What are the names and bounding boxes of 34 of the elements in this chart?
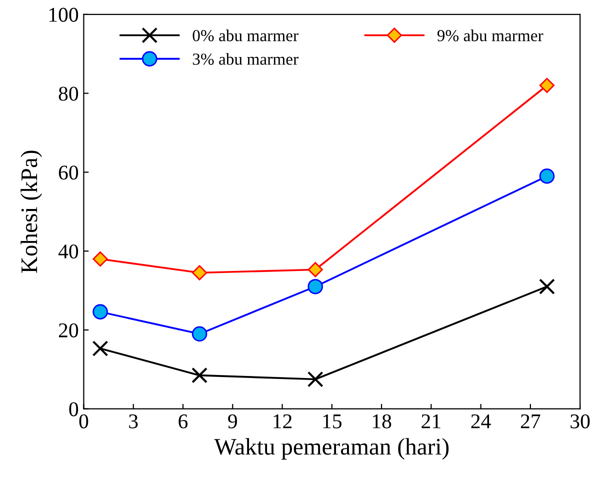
point: [538, 278, 555, 295]
x-tick-label: 18: [372, 414, 392, 428]
point: [192, 367, 208, 384]
x-tick-label: 21: [422, 414, 440, 428]
point: [92, 304, 108, 320]
legend-label: 0% abu marmer: [192, 30, 298, 42]
legend-label: 9% abu marmer: [437, 30, 544, 42]
point: [192, 326, 208, 342]
x-tick-label: 12: [274, 414, 292, 428]
x-tick-label: 30: [570, 414, 590, 428]
point: [92, 340, 108, 356]
x-tick-label: 9: [228, 414, 237, 428]
x-tick-label: 15: [323, 414, 342, 428]
point: [92, 251, 108, 267]
y-tick-label: 40: [58, 244, 78, 259]
x-tick-label: 3: [129, 414, 138, 428]
point: [539, 78, 555, 93]
point: [308, 278, 323, 294]
y-tick-label: 0: [69, 402, 78, 416]
y-tick-label: 20: [58, 323, 78, 338]
point: [539, 168, 555, 184]
x-tick-label: 0: [79, 414, 88, 428]
x-tick-label: 6: [178, 414, 188, 428]
point: [307, 371, 324, 388]
legend-label: 3% abu marmer: [192, 53, 298, 65]
x-axis-title: Waktu pemeraman (hari): [214, 438, 449, 460]
y-axis-title: Kohesi (kPa): [20, 150, 42, 273]
x-tick-label: 24: [471, 414, 491, 428]
y-tick-label: 100: [49, 8, 78, 22]
point: [308, 262, 323, 278]
y-tick-label: 60: [58, 166, 78, 180]
y-tick-label: 80: [58, 86, 78, 101]
x-tick-label: 27: [520, 414, 540, 428]
point: [192, 265, 208, 280]
